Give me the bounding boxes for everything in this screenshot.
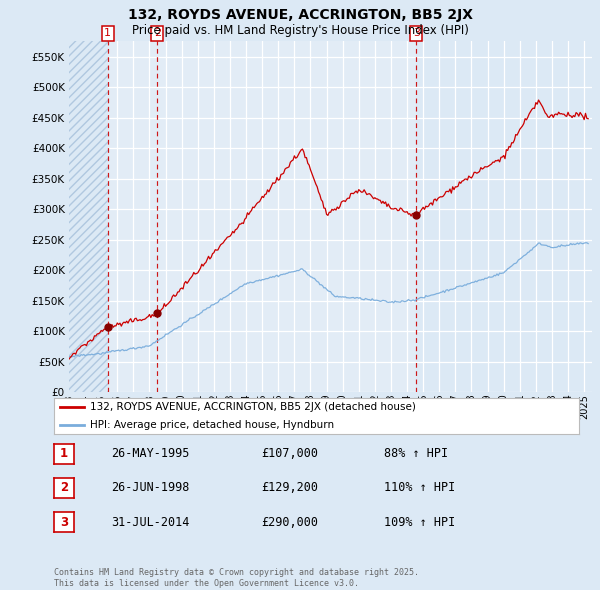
Text: Contains HM Land Registry data © Crown copyright and database right 2025.
This d: Contains HM Land Registry data © Crown c… (54, 568, 419, 588)
Bar (107, 41, 157, 392)
Text: 26-JUN-1998: 26-JUN-1998 (111, 481, 190, 494)
Text: Price paid vs. HM Land Registry's House Price Index (HPI): Price paid vs. HM Land Registry's House … (131, 24, 469, 37)
Text: £290,000: £290,000 (261, 516, 318, 529)
Text: 1: 1 (60, 447, 68, 460)
Text: £129,200: £129,200 (261, 481, 318, 494)
Text: 2: 2 (60, 481, 68, 494)
Text: 132, ROYDS AVENUE, ACCRINGTON, BB5 2JX: 132, ROYDS AVENUE, ACCRINGTON, BB5 2JX (128, 8, 473, 22)
Text: 2: 2 (154, 28, 161, 38)
Text: 132, ROYDS AVENUE, ACCRINGTON, BB5 2JX (detached house): 132, ROYDS AVENUE, ACCRINGTON, BB5 2JX (… (90, 402, 416, 412)
Text: 1: 1 (104, 28, 111, 38)
Text: 3: 3 (60, 516, 68, 529)
Bar (157, 41, 416, 392)
Bar (69, 41, 107, 392)
Text: 109% ↑ HPI: 109% ↑ HPI (384, 516, 455, 529)
Text: 3: 3 (413, 28, 420, 38)
Text: 110% ↑ HPI: 110% ↑ HPI (384, 481, 455, 494)
Text: £107,000: £107,000 (261, 447, 318, 460)
Text: 26-MAY-1995: 26-MAY-1995 (111, 447, 190, 460)
Text: HPI: Average price, detached house, Hyndburn: HPI: Average price, detached house, Hynd… (90, 420, 334, 430)
Text: 31-JUL-2014: 31-JUL-2014 (111, 516, 190, 529)
Text: 88% ↑ HPI: 88% ↑ HPI (384, 447, 448, 460)
